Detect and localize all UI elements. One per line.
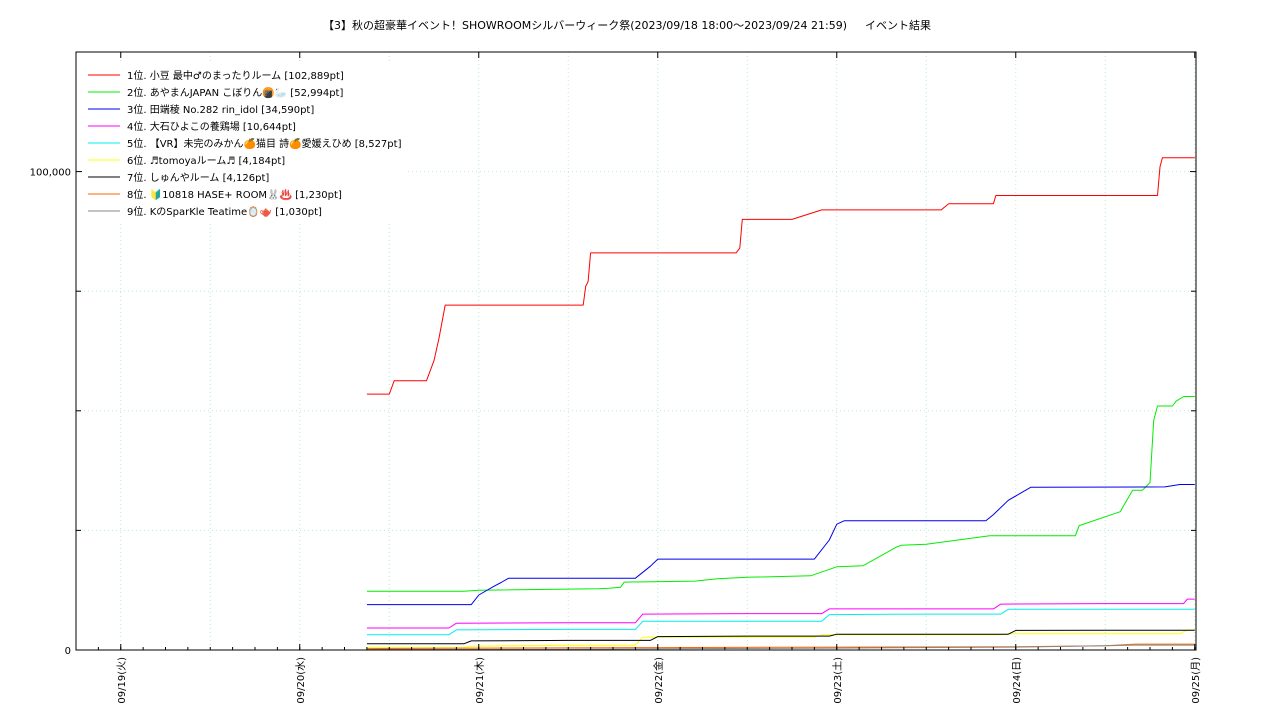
series-line (366, 396, 1195, 592)
legend-label: 2位. あやまんJAPAN こぼりん🍘🦢 [52,994pt] (127, 86, 343, 99)
axes: 09/19(火) 09/20(水) 09/21(木) 09/22(金) 09/23(土)… (30, 52, 1202, 704)
series-lines (366, 157, 1195, 650)
chart-title: 【3】秋の超豪華イベント！SHOWROOMシルバーウィーク祭(2023/09/1… (323, 18, 847, 32)
chart-subtitle: イベント結果 (865, 18, 931, 32)
x-tick-label: 09/21(木) (474, 657, 486, 704)
x-tick-label: 09/25(月) (1190, 657, 1202, 704)
series-line (366, 629, 1195, 645)
grid (76, 52, 1196, 650)
x-tick-label: 09/23(土) (831, 657, 844, 704)
legend-label: 5位. 【VR】未完のみかん🍊猫目 詩🍊愛媛えひめ [8,527pt] (127, 137, 402, 150)
legend-label: 6位. ♬tomoyaルーム♬ [4,184pt] (127, 154, 285, 167)
y-tick-label: 0 (65, 646, 71, 657)
series-line (366, 608, 1195, 636)
series-line (366, 629, 1195, 649)
x-tick-label: 09/24(日) (1012, 657, 1023, 704)
legend-label: 7位. しゅんやルーム [4,126pt] (127, 171, 269, 184)
series-line (366, 643, 1195, 650)
x-tick-label: 09/22(金) (652, 657, 665, 704)
x-tick-label: 09/19(火) (116, 657, 128, 704)
series-line (366, 484, 1195, 606)
x-tick-label: 09/20(水) (295, 657, 307, 704)
series-line (366, 157, 1195, 395)
legend-label: 8位. 🔰10818 HASE+ ROOM🐰♨️ [1,230pt] (127, 188, 342, 201)
legend-label: 3位. 田端稜 No.282 rin_idol [34,590pt] (127, 103, 314, 116)
y-tick-label: 100,000 (30, 168, 71, 179)
series-line (366, 598, 1195, 629)
plot-frame (75, 51, 1197, 651)
legend: 1位. 小豆 最中♂のまったりルーム [102,889pt] 2位. あやまんJA… (82, 64, 408, 221)
legend-label: 1位. 小豆 最中♂のまったりルーム [102,889pt] (127, 69, 344, 82)
legend-background (82, 64, 408, 221)
legend-label: 9位. KのSparKle Teatime🪞🫖 [1,030pt] (127, 205, 322, 218)
legend-label: 4位. 大石ひよこの養鶏場 [10,644pt] (127, 120, 296, 133)
